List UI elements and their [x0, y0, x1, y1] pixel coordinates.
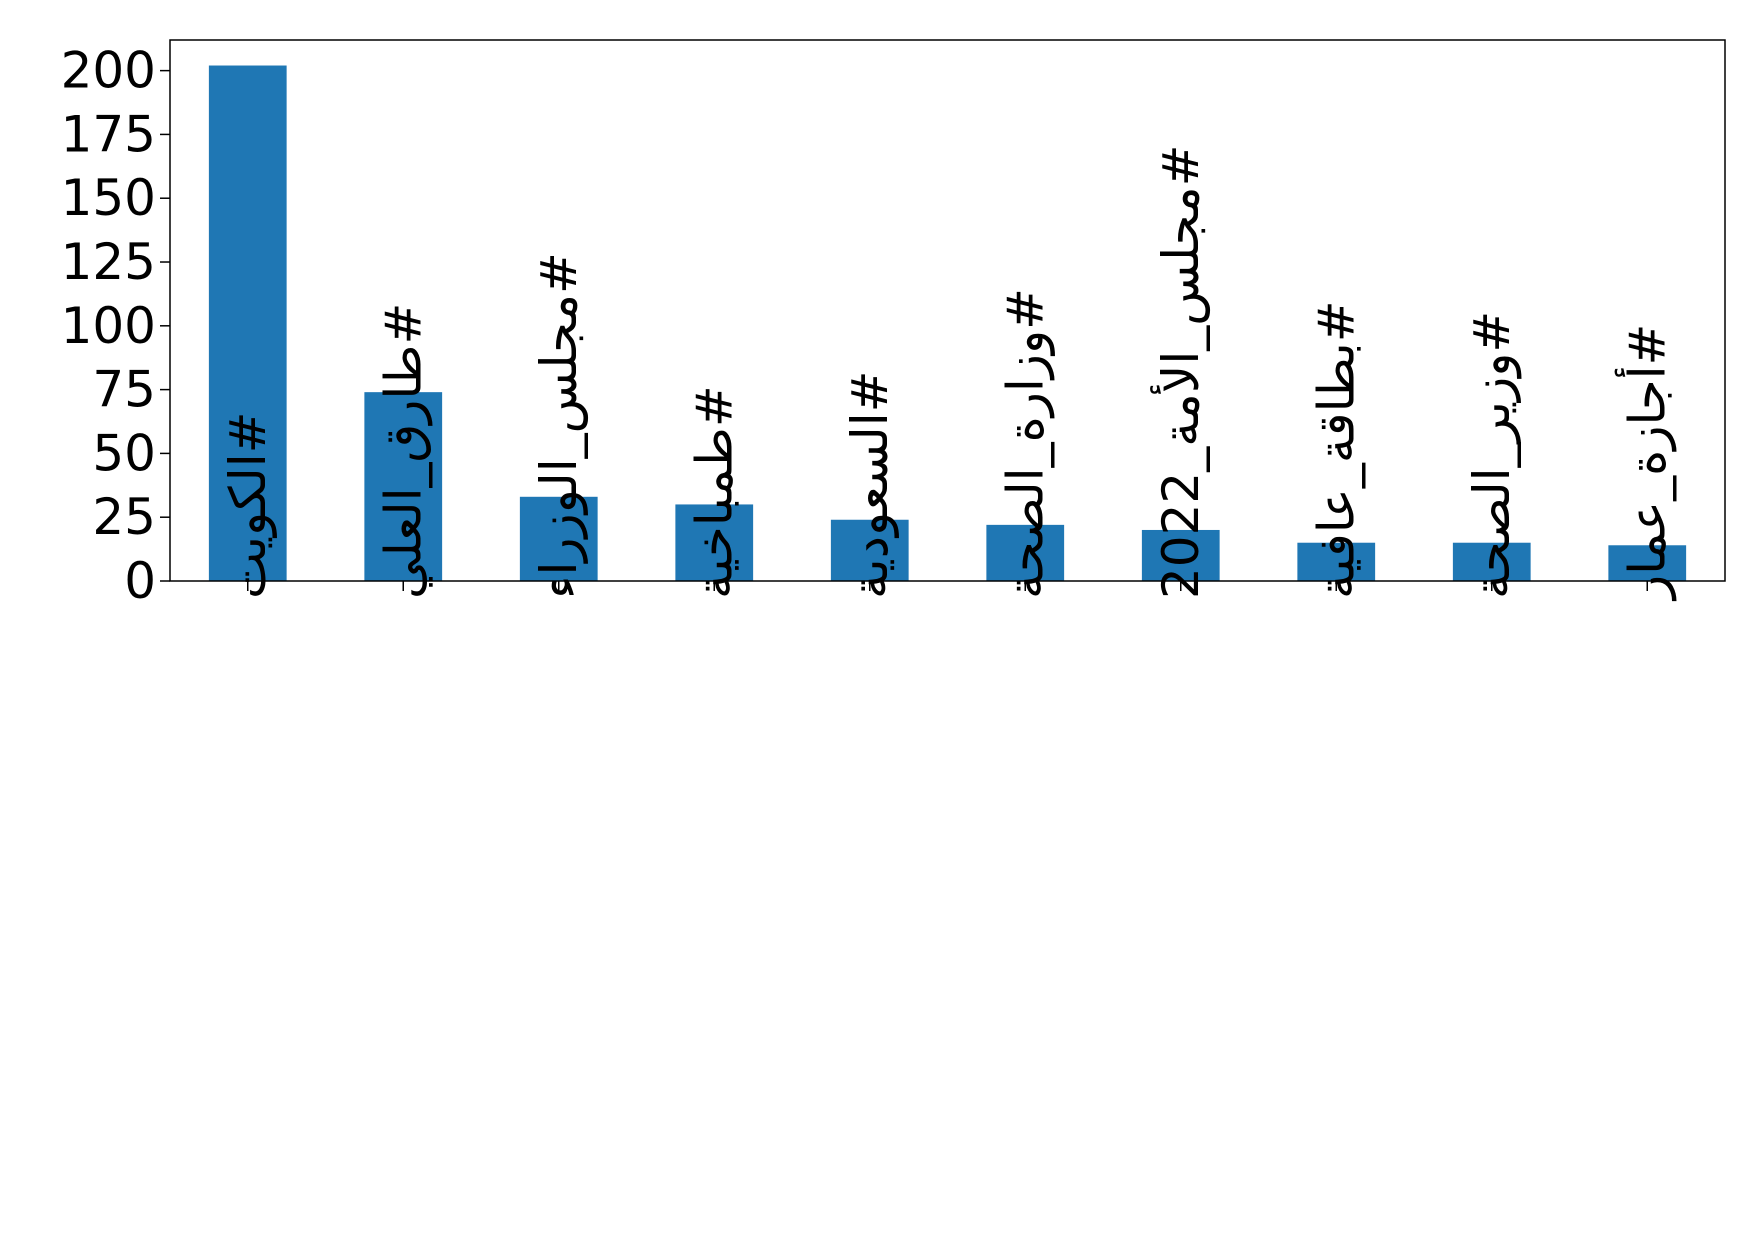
bar [986, 524, 1065, 581]
y-tick-label: 50 [92, 424, 156, 482]
x-tick-label: #طارق_العلي [374, 303, 432, 599]
bar [1297, 542, 1376, 581]
bar [1608, 545, 1687, 581]
bar [675, 504, 754, 581]
x-tick-label: #السعودية [841, 370, 899, 599]
x-tick-label: #أجازة_عمار [1614, 324, 1676, 602]
bar [208, 65, 287, 581]
y-tick-label: 200 [61, 42, 156, 100]
x-tick-label: #طمباخية [685, 385, 743, 599]
bar [830, 519, 909, 581]
y-tick-label: 150 [61, 169, 156, 227]
y-tick-label: 0 [124, 552, 156, 610]
bar [519, 496, 598, 581]
x-tick-label: #الكويت [219, 412, 277, 599]
x-tick-label: #مجلس_الوزراء [530, 252, 588, 599]
bar [364, 392, 443, 581]
x-tick-label: #وزير_الصحة [1463, 311, 1522, 599]
plot-frame [169, 39, 1726, 582]
x-tick-label: #مجلس_الأمة_2022 [1150, 145, 1210, 600]
y-tick-label: 175 [61, 105, 156, 163]
bar [1452, 542, 1531, 581]
y-tick-label: 75 [92, 361, 156, 419]
x-tick-label: #وزارة_الصحة [996, 288, 1055, 599]
x-tick-label: #بطاقة_عافية [1307, 300, 1365, 599]
y-tick-label: 25 [92, 488, 156, 546]
y-tick-label: 100 [61, 297, 156, 355]
bars-group [208, 65, 1687, 581]
y-tick-label: 125 [61, 233, 156, 291]
bar [1141, 529, 1220, 581]
